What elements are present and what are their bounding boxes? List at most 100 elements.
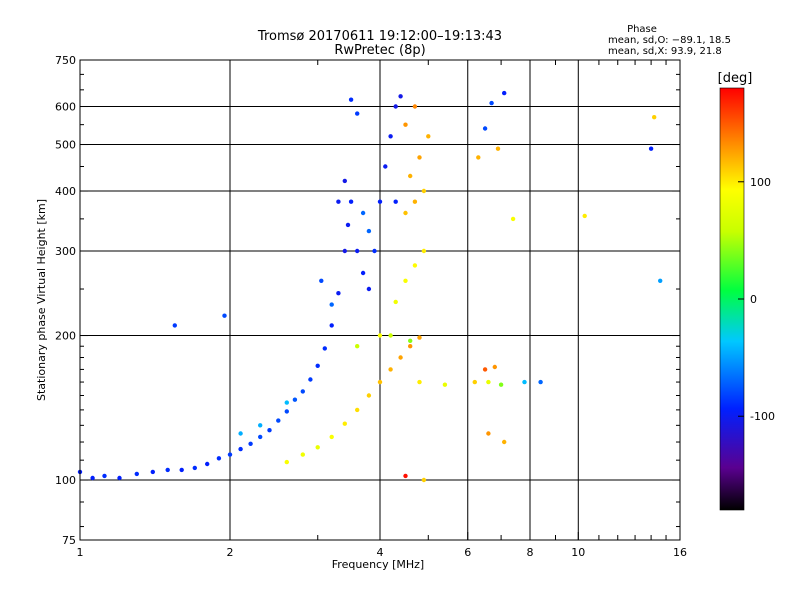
data-point bbox=[377, 379, 383, 385]
data-point bbox=[388, 367, 393, 372]
data-point bbox=[90, 475, 95, 481]
data-point bbox=[498, 382, 504, 387]
data-point bbox=[412, 199, 418, 204]
data-point bbox=[150, 469, 155, 475]
data-point bbox=[393, 199, 398, 204]
data-point bbox=[329, 302, 334, 307]
data-point bbox=[408, 338, 413, 343]
data-point bbox=[348, 199, 354, 204]
colorbar-tick-label: 100 bbox=[750, 176, 771, 189]
data-point bbox=[502, 90, 507, 96]
data-point bbox=[355, 248, 360, 254]
data-point bbox=[360, 270, 366, 276]
data-point bbox=[342, 248, 347, 254]
data-point bbox=[172, 323, 177, 328]
data-point bbox=[408, 173, 413, 179]
data-point bbox=[336, 291, 341, 296]
data-point bbox=[292, 397, 298, 402]
data-point bbox=[377, 333, 383, 338]
data-point bbox=[658, 278, 663, 283]
data-point bbox=[366, 228, 372, 234]
data-point bbox=[276, 418, 281, 423]
grid bbox=[80, 60, 680, 540]
data-point bbox=[412, 263, 418, 268]
data-point bbox=[421, 477, 427, 483]
data-point bbox=[366, 393, 372, 398]
data-point bbox=[417, 155, 422, 160]
data-point bbox=[258, 423, 263, 428]
data-point bbox=[417, 379, 422, 385]
data-point bbox=[476, 155, 481, 160]
data-point bbox=[117, 475, 122, 481]
data-point bbox=[342, 421, 347, 426]
data-point bbox=[393, 104, 398, 109]
data-point bbox=[315, 445, 320, 450]
data-point bbox=[329, 323, 334, 328]
data-point bbox=[102, 473, 107, 479]
data-point bbox=[582, 213, 587, 219]
y-axis-label: Stationary phase Virtual Height [km] bbox=[35, 199, 48, 401]
chart-subtitle: RwPretec (8p) bbox=[334, 43, 425, 58]
data-point bbox=[421, 188, 427, 194]
colorbar-label: [deg] bbox=[718, 71, 753, 86]
data-point bbox=[403, 473, 408, 479]
data-point bbox=[284, 400, 289, 405]
data-point bbox=[417, 335, 422, 340]
x-tick-label: 16 bbox=[673, 546, 687, 559]
data-point bbox=[398, 94, 403, 99]
data-point bbox=[421, 248, 427, 254]
data-point bbox=[472, 379, 477, 385]
data-point bbox=[355, 344, 360, 349]
y-tick-label: 400 bbox=[55, 185, 76, 198]
data-point bbox=[345, 222, 351, 228]
data-point bbox=[426, 134, 431, 139]
x-tick-label: 6 bbox=[464, 546, 471, 559]
data-point bbox=[336, 199, 341, 204]
phase-stats-x: mean, sd,X: 93.9, 21.8 bbox=[608, 46, 722, 57]
data-point bbox=[284, 409, 289, 414]
colorbar-ticks: 100 0 -100 bbox=[738, 176, 775, 423]
data-point bbox=[222, 313, 227, 318]
data-point bbox=[238, 431, 243, 436]
data-point bbox=[403, 122, 408, 127]
data-point bbox=[165, 467, 170, 473]
data-point bbox=[205, 461, 210, 467]
data-point bbox=[412, 104, 418, 109]
data-point bbox=[267, 428, 272, 433]
data-point bbox=[238, 446, 243, 452]
data-point bbox=[486, 431, 491, 436]
data-point bbox=[355, 111, 360, 116]
data-point bbox=[355, 407, 360, 413]
data-point bbox=[538, 379, 543, 385]
data-point bbox=[284, 459, 289, 465]
chart-title: Tromsø 20170611 19:12:00–19:13:43 bbox=[257, 29, 502, 44]
y-axis-ticks: 75 100 200 300 400 500 600 750 bbox=[55, 54, 680, 547]
data-point bbox=[393, 299, 398, 305]
data-point bbox=[522, 379, 527, 385]
data-point bbox=[482, 126, 488, 131]
data-point bbox=[258, 434, 263, 440]
data-point bbox=[366, 286, 372, 292]
data-point bbox=[377, 199, 383, 204]
data-point bbox=[322, 346, 327, 351]
y-tick-label: 600 bbox=[55, 101, 76, 114]
x-tick-label: 1 bbox=[77, 546, 84, 559]
data-point bbox=[227, 452, 233, 457]
data-point bbox=[300, 452, 305, 457]
colorbar-tick-label: 0 bbox=[750, 293, 757, 306]
data-point bbox=[486, 379, 491, 385]
phase-stats: Phase mean, sd,O: −89.1, 18.5 mean, sd,X… bbox=[608, 24, 731, 57]
data-point bbox=[329, 434, 334, 440]
data-points bbox=[77, 90, 663, 483]
data-point bbox=[216, 456, 222, 461]
x-tick-label: 2 bbox=[227, 546, 234, 559]
y-tick-label: 750 bbox=[55, 54, 76, 67]
data-point bbox=[315, 363, 320, 368]
data-point bbox=[489, 100, 494, 106]
y-tick-label: 300 bbox=[55, 245, 76, 258]
data-point bbox=[342, 178, 347, 184]
y-tick-label: 75 bbox=[62, 534, 76, 547]
x-axis-ticks: 1 2 4 6 8 10 16 bbox=[77, 60, 687, 559]
data-point bbox=[248, 441, 253, 446]
